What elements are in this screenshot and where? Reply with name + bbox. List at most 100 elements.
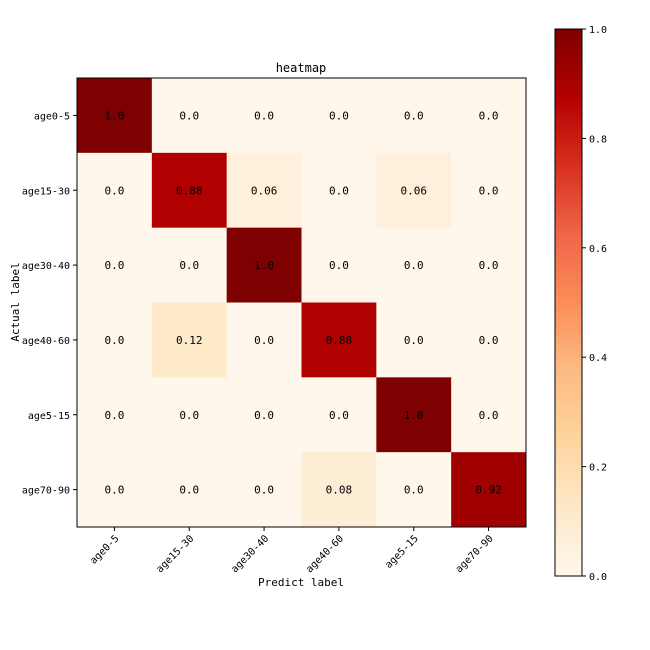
- cell-value-label: 0.0: [104, 184, 124, 197]
- cell-value-label: 0.0: [179, 409, 199, 422]
- colorbar-tick-label: 0.0: [589, 572, 607, 583]
- heatmap-cell: [376, 227, 452, 303]
- cell-value-label: 0.0: [329, 109, 349, 122]
- x-tick-label: age15-30: [155, 533, 197, 575]
- colorbar-tick-label: 0.6: [589, 244, 607, 255]
- cell-value-label: 0.0: [179, 109, 199, 122]
- y-axis-label: Actual label: [9, 262, 22, 341]
- cell-value-label: 0.92: [475, 484, 502, 497]
- cell-value-label: 0.0: [479, 409, 499, 422]
- cell-value-label: 0.0: [254, 109, 274, 122]
- heatmap-cell: [376, 377, 452, 453]
- cell-value-label: 0.0: [104, 259, 124, 272]
- heatmap-cell: [151, 227, 228, 303]
- heatmap-cell: [451, 227, 527, 303]
- cell-value-label: 0.88: [176, 184, 203, 197]
- colorbar: [554, 28, 583, 577]
- cell-value-label: 0.0: [179, 259, 199, 272]
- heatmap-cell: [151, 452, 228, 528]
- x-axis-label: Predict label: [258, 576, 344, 589]
- heatmap-cell: [77, 302, 153, 378]
- heatmap-cell: [77, 78, 153, 154]
- cell-value-label: 0.0: [104, 334, 124, 347]
- plot-frame: [76, 77, 527, 528]
- heatmap-cell: [376, 302, 452, 378]
- heatmap-cell: [451, 152, 527, 229]
- y-tick-label: age70-90: [22, 486, 70, 497]
- heatmap-cell: [376, 78, 452, 154]
- heatmap-cell: [301, 452, 377, 528]
- y-tick-label: age30-40: [22, 261, 70, 272]
- cell-value-label: 0.0: [104, 409, 124, 422]
- heatmap-cell: [376, 452, 452, 528]
- cell-value-label: 0.0: [329, 184, 349, 197]
- heatmap-cell: [77, 152, 153, 229]
- cell-value-label: 0.0: [404, 334, 424, 347]
- heatmap-cell: [77, 227, 153, 303]
- cell-value-label: 0.0: [404, 484, 424, 497]
- heatmap-cell: [301, 78, 377, 154]
- cell-value-label: 0.0: [329, 259, 349, 272]
- colorbar-tick-label: 0.8: [589, 134, 607, 145]
- cell-value-label: 0.0: [329, 409, 349, 422]
- heatmap-cell: [151, 152, 228, 229]
- x-axis-ticks: age0-5 age15-30 age30-40 age40-60 age5-15 age…: [88, 527, 496, 575]
- cell-value-label: 0.0: [479, 109, 499, 122]
- cell-value-label: 0.0: [179, 484, 199, 497]
- cell-value-label: 0.0: [254, 409, 274, 422]
- x-tick-label: age40-60: [304, 533, 346, 575]
- y-axis-ticks: age0-5 age15-30 age30-40 age40-60 age5-15 age…: [22, 111, 77, 497]
- cell-value-label: 0.0: [479, 259, 499, 272]
- colorbar-tick-label: 1.0: [589, 25, 607, 36]
- cell-value-label: 0.0: [254, 334, 274, 347]
- heatmap-cell: [451, 452, 527, 528]
- x-tick-label: age0-5: [88, 533, 121, 566]
- heatmap-cell: [451, 78, 527, 154]
- heatmap-cell: [77, 452, 153, 528]
- y-tick-label: age5-15: [28, 411, 70, 422]
- heatmap-cell: [301, 152, 377, 229]
- cell-value-label: 0.0: [104, 484, 124, 497]
- cell-value-label: 1.0: [254, 259, 274, 272]
- heatmap-cell: [77, 377, 153, 453]
- heatmap-cell: [226, 227, 302, 303]
- colorbar-tick-label: 0.2: [589, 463, 607, 474]
- x-tick-label: age5-15: [383, 533, 421, 571]
- heatmap-cell: [451, 377, 527, 453]
- cell-value-label: 0.06: [251, 184, 278, 197]
- cell-value-label: 0.0: [404, 109, 424, 122]
- heatmap-cell: [301, 227, 377, 303]
- cell-value-label: 0.0: [404, 259, 424, 272]
- heatmap-cell: [151, 78, 228, 154]
- chart-title: heatmap: [276, 61, 327, 75]
- y-tick-label: age0-5: [34, 111, 70, 122]
- cell-value-label: 0.0: [254, 484, 274, 497]
- cell-value-label: 0.0: [479, 184, 499, 197]
- y-tick-label: age15-30: [22, 186, 70, 197]
- cell-value-label: 0.0: [479, 334, 499, 347]
- colorbar-ticks: 0.0 0.2 0.4 0.6 0.8 1.0: [582, 25, 607, 583]
- heatmap-cell: [151, 302, 228, 378]
- cell-value-label: 0.12: [176, 334, 203, 347]
- heatmap-cell: [376, 152, 452, 229]
- y-tick-label: age40-60: [22, 336, 70, 347]
- cell-value-label: 1.0: [404, 409, 424, 422]
- heatmap-cell: [301, 377, 377, 453]
- cell-value-label: 0.06: [401, 184, 428, 197]
- heatmap-cell: [301, 302, 377, 378]
- heatmap-cell: [226, 152, 302, 229]
- heatmap-cell: [151, 377, 228, 453]
- heatmap-cell: [226, 302, 302, 378]
- heatmap-cell: [226, 452, 302, 528]
- heatmap-cell: [226, 78, 302, 154]
- heatmap-cell: [451, 302, 527, 378]
- cell-value-label: 0.88: [326, 334, 353, 347]
- heatmap-cells: [77, 78, 527, 528]
- x-tick-label: age70-90: [454, 533, 496, 575]
- colorbar-tick-label: 0.4: [589, 353, 607, 364]
- cell-value-label: 0.08: [326, 484, 353, 497]
- heatmap-cell: [226, 377, 302, 453]
- x-tick-label: age30-40: [229, 533, 271, 575]
- cell-value-label: 1.0: [104, 109, 124, 122]
